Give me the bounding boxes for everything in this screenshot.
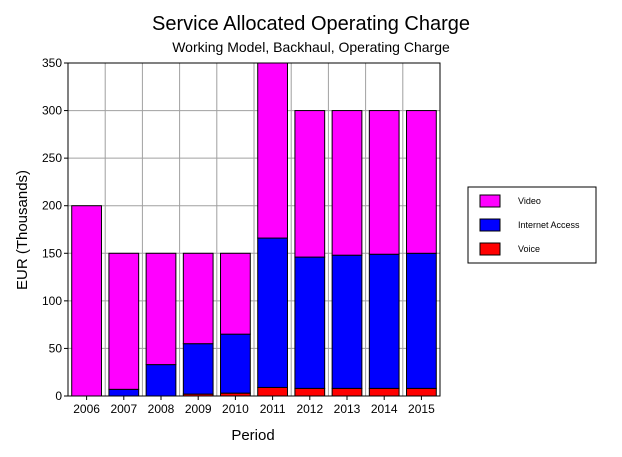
y-tick-label: 150 [42, 246, 62, 260]
y-axis-label: EUR (Thousands) [14, 170, 31, 290]
bar-video [368, 110, 400, 255]
x-tick-label: 2010 [222, 402, 249, 416]
bar-voice [257, 386, 288, 397]
grid [67, 62, 441, 397]
chart-subtitle: Working Model, Backhaul, Operating Charg… [172, 39, 450, 55]
bar-internet-access [294, 256, 326, 389]
bar-video [220, 252, 251, 335]
bar-voice [368, 387, 400, 397]
bar-internet-access [368, 253, 400, 389]
x-tick-label: 2011 [260, 402, 286, 416]
x-tick-label: 2012 [296, 402, 323, 416]
bar-voice [331, 387, 363, 397]
bar-video [331, 110, 363, 256]
y-tick-label: 350 [42, 56, 62, 70]
y-tick-label: 200 [42, 199, 62, 213]
bar-voice [294, 387, 326, 397]
bar-internet-access [145, 364, 177, 397]
bar-internet-access [182, 343, 214, 395]
axes: 0 50 100 150 200 250 300 350 2006 2007 2008 2009 201… [42, 56, 441, 416]
x-tick-label: 2006 [73, 402, 100, 416]
y-tick-label: 300 [42, 104, 62, 118]
legend: Video Internet Access Voice [467, 186, 597, 264]
legend-swatch-internet-access [479, 218, 501, 232]
legend-label: Voice [518, 244, 540, 254]
chart-title: Service Allocated Operating Charge [152, 13, 470, 35]
x-tick-label: 2009 [185, 402, 212, 416]
y-tick-label: 100 [42, 294, 62, 308]
x-tick-label: 2014 [371, 402, 398, 416]
bar-internet-access [257, 237, 288, 388]
bar-internet-access [108, 388, 140, 397]
y-tick-label: 0 [55, 389, 62, 403]
legend-label: Internet Access [518, 220, 580, 230]
bar-video [145, 252, 177, 366]
legend-swatch-voice [479, 242, 501, 256]
bar-internet-access [220, 333, 251, 394]
bar-video [108, 252, 140, 390]
bar-voice [406, 387, 437, 397]
bar-video [294, 110, 326, 258]
bar-video [406, 110, 437, 254]
bar-internet-access [331, 254, 363, 389]
bar-video [257, 62, 288, 239]
plot-frame [67, 62, 441, 397]
x-tick-label: 2013 [334, 402, 361, 416]
x-axis-label: Period [231, 427, 274, 444]
x-tick-label: 2008 [148, 402, 175, 416]
x-tick-label: 2007 [110, 402, 137, 416]
y-tick-label: 50 [49, 341, 63, 355]
bars [71, 62, 437, 397]
x-tick-label: 2015 [408, 402, 435, 416]
bar-video [71, 205, 102, 397]
bar-internet-access [406, 252, 437, 389]
legend-label: Video [518, 196, 541, 206]
legend-swatch-video [479, 194, 501, 208]
y-tick-label: 250 [42, 151, 62, 165]
bar-video [182, 252, 214, 345]
